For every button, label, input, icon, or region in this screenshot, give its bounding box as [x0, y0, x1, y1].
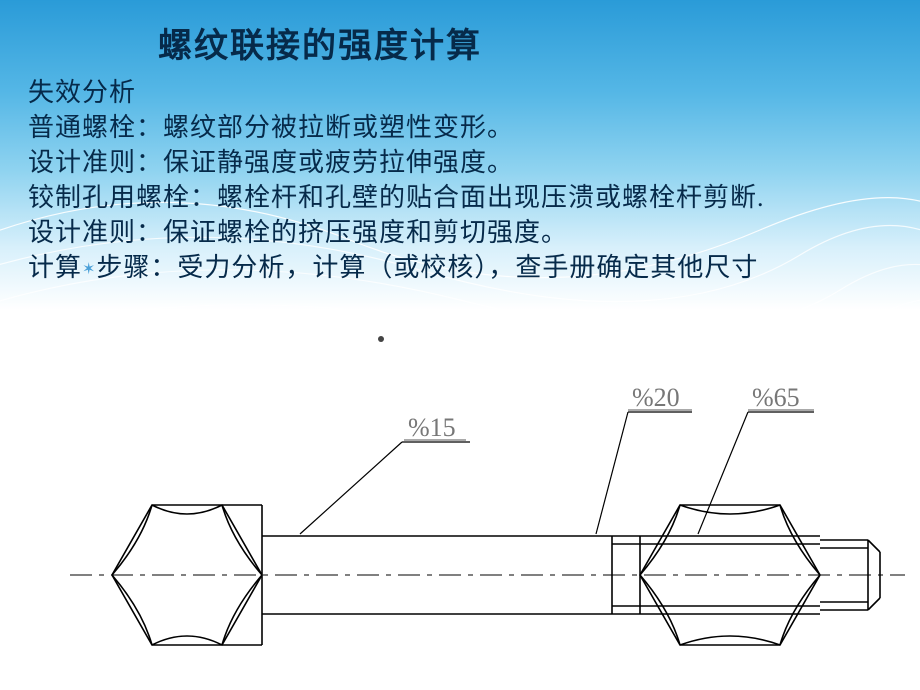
- callout-15: %15: [408, 413, 456, 442]
- callout-20: %20: [632, 383, 680, 412]
- line-steps: 计算✶步骤：受力分析，计算（或校核），查手册确定其他尺寸: [28, 250, 910, 285]
- slide: 螺纹联接的强度计算 失效分析 普通螺栓：螺纹部分被拉断或塑性变形。 设计准则：保…: [0, 0, 920, 690]
- star-icon: ✶: [82, 261, 96, 278]
- slide-title: 螺纹联接的强度计算: [158, 18, 920, 67]
- bullet-dot-icon: [378, 336, 384, 342]
- callout-65: %65: [752, 383, 800, 412]
- line-design-rule-1: 设计准则：保证静强度或疲劳拉伸强度。: [28, 145, 910, 180]
- line-failure-analysis: 失效分析: [28, 75, 910, 110]
- line-steps-a: 计算: [28, 253, 82, 282]
- line-design-rule-2: 设计准则：保证螺栓的挤压强度和剪切强度。: [28, 215, 910, 250]
- body-text: 失效分析 普通螺栓：螺纹部分被拉断或塑性变形。 设计准则：保证静强度或疲劳拉伸强…: [28, 75, 910, 286]
- line-steps-b: 步骤：受力分析，计算（或校核），查手册确定其他尺寸: [96, 253, 758, 282]
- line-normal-bolt: 普通螺栓：螺纹部分被拉断或塑性变形。: [28, 110, 910, 145]
- text-content: 螺纹联接的强度计算 失效分析 普通螺栓：螺纹部分被拉断或塑性变形。 设计准则：保…: [0, 0, 920, 286]
- line-reamed-bolt: 铰制孔用螺栓：螺栓杆和孔壁的贴合面出现压溃或螺栓杆剪断.: [28, 180, 910, 215]
- bolt-diagram: %15 %20 %65: [0, 380, 920, 690]
- leader-lines: [300, 412, 814, 534]
